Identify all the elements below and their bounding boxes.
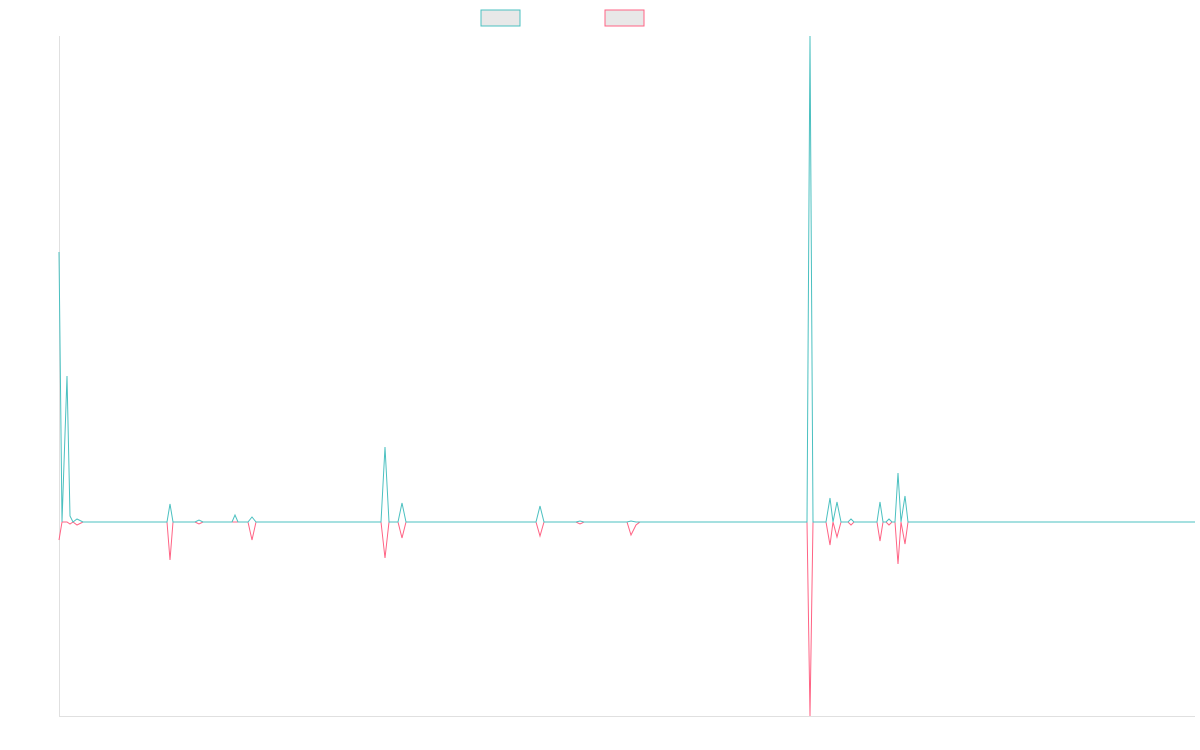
legend-swatch[interactable] xyxy=(604,9,645,27)
series-line xyxy=(58,35,1195,523)
series-line xyxy=(58,521,1195,717)
legend-swatch[interactable] xyxy=(480,9,521,27)
